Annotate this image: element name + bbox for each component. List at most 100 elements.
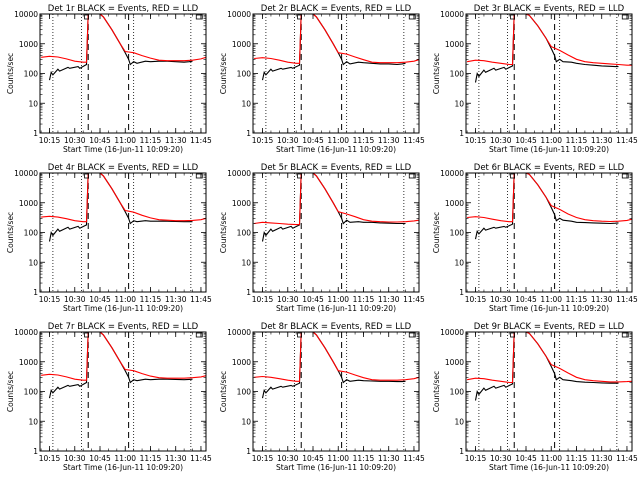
x-tick-label: 11:15 xyxy=(353,136,375,145)
y-tick-label: 10 xyxy=(454,99,464,108)
x-tick-label: 11:00 xyxy=(540,295,562,304)
start-marker xyxy=(297,332,302,338)
x-axis-label: Start Time (16-Jun-11 10:09:20) xyxy=(489,463,609,472)
x-tick-label: 10:15 xyxy=(252,454,274,463)
x-tick-label: 10:30 xyxy=(64,295,86,304)
y-tick-label: 100 xyxy=(24,388,39,397)
x-axis-label: Start Time (16-Jun-11 10:09:20) xyxy=(63,304,183,313)
end-marker xyxy=(621,332,629,338)
y-tick-label: 10000 xyxy=(14,328,38,337)
y-tick-label: 10 xyxy=(241,417,251,426)
y-axis-label: Counts/sec xyxy=(432,371,441,412)
chart-panel-8: Det 8r BLACK = Events, RED = LLD 1 10 100 10… xyxy=(219,322,425,472)
y-tick-label: 1000 xyxy=(232,358,251,367)
x-tick-label: 11:15 xyxy=(353,454,375,463)
x-axis-label: Start Time (16-Jun-11 10:09:20) xyxy=(276,463,396,472)
x-axis-label: Start Time (16-Jun-11 10:09:20) xyxy=(63,145,183,154)
start-marker xyxy=(510,14,515,20)
y-tick-label: 100 xyxy=(237,229,252,238)
y-tick-label: 1 xyxy=(246,129,251,138)
start-marker xyxy=(84,332,89,338)
y-tick-label: 1 xyxy=(246,288,251,297)
series-line-lld xyxy=(254,14,419,64)
series-line-events xyxy=(474,332,619,401)
chart-panel-7: Det 7r BLACK = Events, RED = LLD 1 10 100 10… xyxy=(6,322,212,472)
y-tick-label: 10 xyxy=(241,99,251,108)
x-tick-label: 10:45 xyxy=(515,454,537,463)
y-axis-label: Counts/sec xyxy=(432,212,441,253)
x-axis-label: Start Time (16-Jun-11 10:09:20) xyxy=(276,145,396,154)
y-tick-label: 1 xyxy=(459,447,464,456)
y-tick-label: 10000 xyxy=(14,10,38,19)
x-tick-label: 10:30 xyxy=(277,136,299,145)
x-tick-label: 11:15 xyxy=(566,454,588,463)
y-tick-label: 10 xyxy=(241,258,251,267)
x-tick-label: 10:15 xyxy=(465,136,487,145)
x-tick-label: 10:15 xyxy=(39,454,61,463)
chart-panel-4: Det 4r BLACK = Events, RED = LLD 1 10 100 10… xyxy=(6,163,212,313)
y-tick-label: 1000 xyxy=(445,358,464,367)
x-tick-label: 10:15 xyxy=(465,454,487,463)
x-tick-label: 11:00 xyxy=(114,136,136,145)
x-tick-label: 11:30 xyxy=(591,295,613,304)
x-tick-label: 10:30 xyxy=(490,454,512,463)
x-tick-label: 11:45 xyxy=(403,136,425,145)
start-marker xyxy=(510,332,515,338)
y-tick-label: 10000 xyxy=(227,169,251,178)
panel-title: Det 5r BLACK = Events, RED = LLD xyxy=(261,163,412,173)
y-tick-label: 10000 xyxy=(440,169,464,178)
y-tick-label: 1 xyxy=(459,129,464,138)
y-axis-label: Counts/sec xyxy=(219,212,228,253)
series-line-lld xyxy=(467,332,632,384)
x-tick-label: 11:45 xyxy=(403,295,425,304)
series-line-events xyxy=(261,173,406,242)
x-tick-label: 10:30 xyxy=(277,295,299,304)
y-axis-label: Counts/sec xyxy=(6,212,15,253)
x-tick-label: 11:00 xyxy=(114,295,136,304)
x-tick-label: 11:15 xyxy=(140,295,162,304)
y-tick-label: 10 xyxy=(454,258,464,267)
series-line-events xyxy=(261,332,406,399)
y-axis-label: Counts/sec xyxy=(6,371,15,412)
x-tick-label: 10:45 xyxy=(302,295,324,304)
series-line-events xyxy=(474,173,619,240)
y-tick-label: 1000 xyxy=(445,40,464,49)
x-tick-label: 11:00 xyxy=(327,295,349,304)
panel-title: Det 9r BLACK = Events, RED = LLD xyxy=(474,322,625,332)
x-tick-label: 11:15 xyxy=(140,136,162,145)
x-tick-label: 11:45 xyxy=(616,295,638,304)
y-tick-label: 100 xyxy=(450,229,465,238)
series-line-events xyxy=(48,173,193,242)
y-tick-label: 10 xyxy=(28,417,38,426)
x-tick-label: 11:00 xyxy=(540,454,562,463)
x-tick-label: 11:00 xyxy=(327,136,349,145)
x-tick-label: 10:15 xyxy=(39,136,61,145)
series-line-events xyxy=(474,14,619,83)
end-marker xyxy=(195,173,203,179)
series-line-lld xyxy=(41,332,206,381)
x-tick-label: 10:45 xyxy=(515,136,537,145)
y-tick-label: 100 xyxy=(24,229,39,238)
x-tick-label: 11:45 xyxy=(190,454,212,463)
x-tick-label: 11:30 xyxy=(378,454,400,463)
y-tick-label: 10000 xyxy=(227,328,251,337)
y-tick-label: 1000 xyxy=(19,40,38,49)
end-marker xyxy=(408,173,416,179)
y-tick-label: 100 xyxy=(237,388,252,397)
y-tick-label: 10000 xyxy=(227,10,251,19)
x-tick-label: 10:30 xyxy=(64,136,86,145)
y-tick-label: 1 xyxy=(33,288,38,297)
x-tick-label: 11:30 xyxy=(165,136,187,145)
panel-title: Det 7r BLACK = Events, RED = LLD xyxy=(48,322,199,332)
chart-panel-5: Det 5r BLACK = Events, RED = LLD 1 10 100 10… xyxy=(219,163,425,313)
end-marker xyxy=(408,14,416,20)
x-tick-label: 11:00 xyxy=(540,136,562,145)
x-tick-label: 10:45 xyxy=(89,136,111,145)
x-axis-label: Start Time (16-Jun-11 10:09:20) xyxy=(63,463,183,472)
x-tick-label: 11:45 xyxy=(616,136,638,145)
start-marker xyxy=(297,14,302,20)
end-marker xyxy=(621,14,629,20)
panel-title: Det 2r BLACK = Events, RED = LLD xyxy=(261,4,412,14)
start-marker xyxy=(84,14,89,20)
end-marker xyxy=(195,332,203,338)
